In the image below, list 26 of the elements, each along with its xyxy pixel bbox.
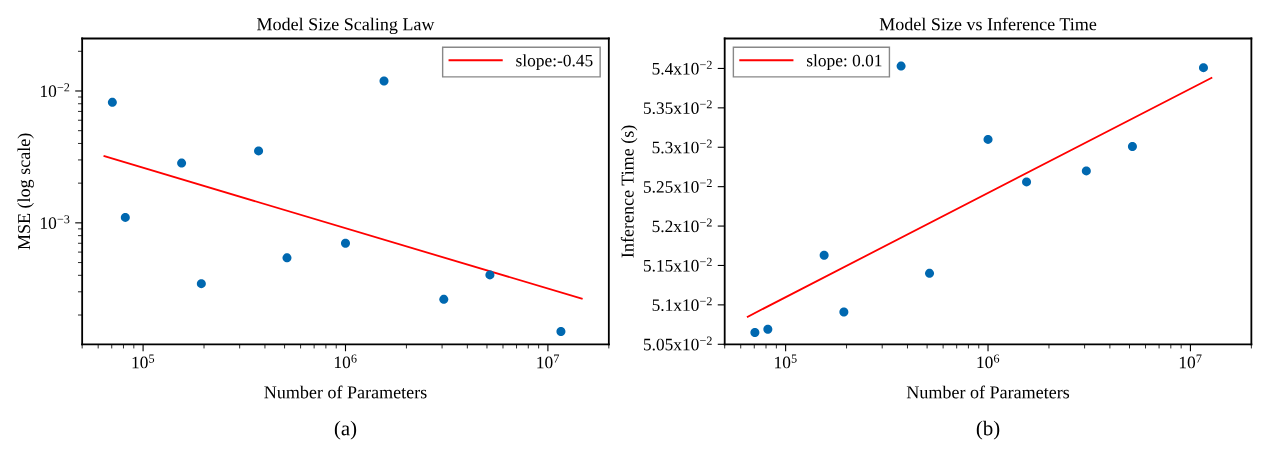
legend-label: slope: 0.01: [807, 54, 882, 70]
x-axis-title: Number of Parameters: [906, 385, 1070, 399]
text: (a): [334, 420, 357, 440]
y-tick-label: 5.05x10$^{−2}$: [643, 336, 712, 351]
x-axis-title: Number of Parameters: [264, 385, 427, 399]
x-tick-label: 10$^{6}$: [977, 354, 1000, 369]
x-tick-label: 10$^{7}$: [537, 354, 560, 369]
x-tick-label: 10$^{6}$: [334, 354, 357, 369]
legend-label: slope:-0.45: [516, 54, 593, 70]
y-tick-label: 5.2x10$^{−2}$: [652, 218, 712, 233]
y-tick-label: 5.3x10$^{−2}$: [652, 139, 712, 154]
y-axis-title: MSE (log scale): [17, 133, 34, 250]
y-tick-label: 5.4x10$^{−2}$: [652, 60, 712, 75]
y-tick-label: 5.25x10$^{−2}$: [643, 178, 712, 193]
y-tick-label: 5.35x10$^{−2}$: [643, 100, 712, 115]
text: (b): [976, 420, 1000, 440]
y-tick-label: 10$^{−3}$: [40, 215, 70, 229]
y-tick-label: 5.15x10$^{−2}$: [643, 257, 712, 272]
y-tick-label: 5.1x10$^{−2}$: [652, 297, 712, 312]
y-axis-title: Inference Time (s): [620, 125, 638, 258]
x-tick-label: 10$^{7}$: [1179, 354, 1202, 369]
x-tick-label: 10$^{5}$: [775, 354, 797, 369]
chart-title: Model Size vs Inference Time: [879, 17, 1097, 31]
chart-title: Model Size Scaling Law: [257, 17, 435, 35]
x-tick-label: 10$^{5}$: [132, 354, 155, 369]
y-tick-label: 10$^{−2}$: [40, 83, 70, 98]
